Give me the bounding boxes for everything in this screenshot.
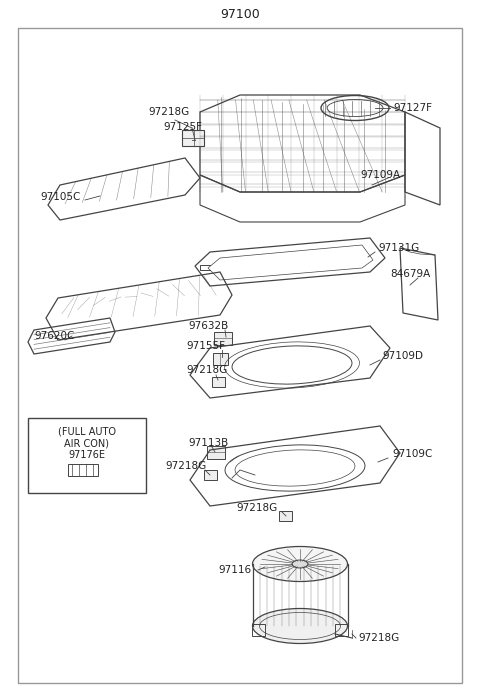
Bar <box>207 446 225 459</box>
Bar <box>182 130 204 146</box>
Text: 97620C: 97620C <box>34 331 74 341</box>
Ellipse shape <box>252 546 348 581</box>
Text: 97131G: 97131G <box>378 243 419 253</box>
Text: 97109C: 97109C <box>392 449 432 459</box>
Text: 97100: 97100 <box>220 8 260 20</box>
Text: 97176E: 97176E <box>69 450 106 460</box>
Text: 97109D: 97109D <box>382 351 423 361</box>
Bar <box>68 464 98 476</box>
Text: 97125F: 97125F <box>163 122 202 132</box>
Text: 97105C: 97105C <box>40 192 80 202</box>
Bar <box>28 418 146 493</box>
Text: AIR CON): AIR CON) <box>64 438 109 448</box>
Bar <box>213 353 228 365</box>
Bar <box>214 332 232 345</box>
Text: 84679A: 84679A <box>390 269 430 279</box>
Bar <box>212 377 225 387</box>
Text: 97218G: 97218G <box>236 503 277 513</box>
Text: 97109A: 97109A <box>360 170 400 180</box>
Bar <box>279 511 292 521</box>
Text: 97116: 97116 <box>218 565 251 575</box>
Text: 97155F: 97155F <box>186 341 225 351</box>
Text: 97218G: 97218G <box>358 633 399 643</box>
Ellipse shape <box>292 560 308 568</box>
Text: 97113B: 97113B <box>188 438 228 448</box>
Text: 97218G: 97218G <box>148 107 189 117</box>
Text: (FULL AUTO: (FULL AUTO <box>58 427 116 437</box>
Text: 97218G: 97218G <box>165 461 206 471</box>
Bar <box>204 470 217 480</box>
Text: 97632B: 97632B <box>188 321 228 331</box>
Text: 97127F: 97127F <box>393 103 432 113</box>
Ellipse shape <box>252 608 348 644</box>
Text: 97218G: 97218G <box>186 365 227 375</box>
